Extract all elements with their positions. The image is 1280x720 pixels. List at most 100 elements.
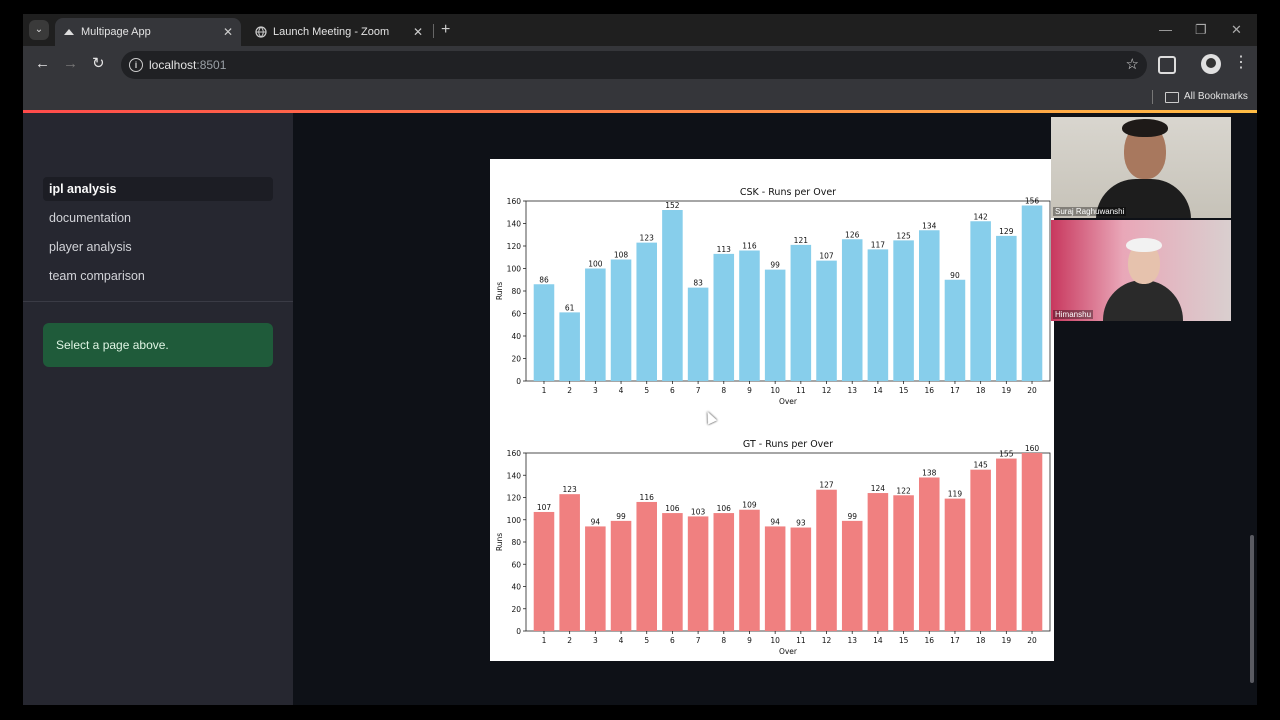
success-message: Select a page above. — [43, 323, 273, 367]
tab-launch-meeting[interactable]: Launch Meeting - Zoom ✕ — [247, 18, 431, 46]
restore-icon[interactable]: ❐ — [1195, 22, 1207, 37]
gt-bar — [585, 526, 606, 631]
gt-bar-value-label: 160 — [1025, 444, 1040, 453]
reload-icon[interactable]: ↻ — [92, 55, 105, 72]
csk-chart-title: CSK - Runs per Over — [740, 187, 836, 198]
gt-bar-value-label: 155 — [999, 450, 1014, 459]
gt-bar-value-label: 124 — [871, 484, 886, 493]
gt-y-tick-label: 80 — [511, 538, 521, 547]
gt-bar — [559, 494, 580, 631]
gt-bar — [944, 498, 966, 631]
tab-strip: ⌄ Multipage App ✕ Launch Meeting - Zoom … — [23, 14, 1257, 46]
video-tile-participant-1[interactable]: Suraj Raghuwanshi — [1051, 117, 1231, 218]
gt-y-tick-label: 40 — [511, 583, 521, 592]
folder-icon[interactable] — [1165, 92, 1179, 103]
gt-bar — [636, 501, 657, 631]
csk-x-tick-label: 20 — [1027, 386, 1037, 395]
video-tile-participant-2[interactable]: Himanshu — [1051, 220, 1231, 321]
csk-bar-value-label: 121 — [794, 236, 809, 245]
csk-y-tick-label: 60 — [511, 310, 521, 319]
csk-x-tick-label: 10 — [770, 386, 780, 395]
csk-bar — [636, 242, 657, 381]
csk-x-tick-label: 18 — [976, 386, 986, 395]
close-tab-icon[interactable]: ✕ — [412, 25, 423, 39]
sidebar-item-ipl-analysis[interactable]: ipl analysis — [43, 177, 273, 201]
minimize-icon[interactable]: — — [1159, 22, 1172, 37]
forward-arrow-icon[interactable]: → — [63, 55, 78, 72]
gt-bar-value-label: 94 — [770, 517, 780, 526]
csk-bar-value-label: 125 — [896, 231, 911, 240]
gt-x-tick-label: 3 — [593, 636, 598, 645]
streamlit-header-decoration — [23, 110, 1257, 113]
gt-y-tick-label: 60 — [511, 560, 521, 569]
new-tab-plus-icon[interactable]: + — [441, 21, 451, 38]
csk-bar — [841, 239, 863, 381]
gt-bar-value-label: 122 — [896, 486, 911, 495]
gt-x-tick-label: 5 — [644, 636, 649, 645]
csk-bar — [713, 253, 735, 381]
csk-x-tick-label: 17 — [950, 386, 960, 395]
gt-bar-value-label: 109 — [742, 501, 757, 510]
csk-bar — [790, 244, 812, 381]
gt-bar-value-label: 94 — [591, 517, 601, 526]
csk-x-tick-label: 7 — [696, 386, 701, 395]
sidebar-item-team-comparison[interactable]: team comparison — [49, 269, 145, 283]
csk-bar-value-label: 108 — [614, 251, 629, 260]
sidebar-item-player-analysis[interactable]: player analysis — [49, 240, 132, 254]
gt-y-tick-label: 160 — [507, 449, 522, 458]
site-info-icon[interactable]: i — [129, 58, 143, 72]
gt-bar — [1021, 453, 1043, 631]
gt-bar — [533, 511, 555, 631]
gt-chart-title: GT - Runs per Over — [743, 439, 833, 450]
gt-bar — [841, 520, 863, 631]
all-bookmarks-link[interactable]: All Bookmarks — [1184, 91, 1248, 102]
profile-avatar[interactable] — [1201, 54, 1221, 74]
back-arrow-icon[interactable]: ← — [35, 55, 50, 72]
csk-bar-value-label: 100 — [588, 260, 603, 269]
csk-x-tick-label: 12 — [822, 386, 832, 395]
gt-bar — [687, 516, 709, 631]
extensions-puzzle-icon[interactable] — [1158, 56, 1176, 74]
globe-icon — [255, 26, 267, 38]
main-scrollbar[interactable] — [1250, 535, 1254, 683]
bar-charts-svg: CSK - Runs per Over020406080100120140160… — [495, 187, 1051, 656]
csk-bar — [893, 240, 914, 381]
address-bar[interactable]: i localhost:8501 ☆ — [121, 51, 1147, 79]
tab-multipage-app[interactable]: Multipage App ✕ — [55, 18, 241, 46]
gt-bar — [893, 495, 914, 631]
csk-bar-value-label: 113 — [717, 245, 732, 254]
gt-x-tick-label: 12 — [822, 636, 832, 645]
gt-bar-value-label: 106 — [665, 504, 680, 513]
sidebar-divider — [23, 301, 293, 302]
bookmark-star-icon[interactable]: ☆ — [1125, 56, 1139, 73]
url-text[interactable]: localhost:8501 — [149, 58, 227, 72]
csk-bar — [1021, 205, 1043, 381]
gt-x-tick-label: 10 — [770, 636, 780, 645]
gt-x-tick-label: 6 — [670, 636, 675, 645]
csk-bar-value-label: 90 — [950, 271, 960, 280]
csk-x-tick-label: 19 — [1002, 386, 1012, 395]
kebab-menu-icon[interactable]: ⋮ — [1233, 54, 1249, 71]
csk-bar-value-label: 117 — [871, 240, 886, 249]
csk-bar — [996, 235, 1017, 381]
csk-x-tick-label: 2 — [567, 386, 572, 395]
gt-x-tick-label: 17 — [950, 636, 960, 645]
close-window-icon[interactable]: ✕ — [1231, 22, 1242, 37]
tab-separator — [433, 24, 434, 38]
csk-x-tick-label: 5 — [644, 386, 649, 395]
sidebar: ipl analysis documentation player analys… — [23, 113, 293, 705]
gt-bar-value-label: 106 — [717, 504, 732, 513]
gt-bar — [816, 489, 837, 631]
csk-x-tick-label: 15 — [899, 386, 909, 395]
runs-per-over-figure: CSK - Runs per Over 0 20 40 60 80 100 120 140 160… — [490, 159, 1054, 661]
gt-bar — [996, 458, 1017, 631]
close-tab-icon[interactable]: ✕ — [222, 25, 233, 39]
csk-bar — [919, 230, 940, 381]
gt-bar — [919, 477, 940, 631]
tab-search-chevron-icon[interactable]: ⌄ — [29, 20, 49, 40]
gt-x-tick-label: 2 — [567, 636, 572, 645]
sidebar-item-documentation[interactable]: documentation — [49, 211, 132, 225]
csk-bar-value-label: 123 — [640, 234, 655, 243]
gt-x-tick-label: 20 — [1027, 636, 1037, 645]
csk-x-tick-label: 6 — [670, 386, 675, 395]
